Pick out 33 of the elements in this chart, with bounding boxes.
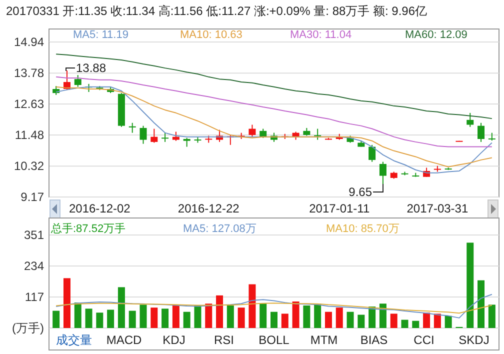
y-tick-label: 351 <box>24 228 44 242</box>
x-tick-label: 2016-12-22 <box>178 202 240 216</box>
text: KDJ <box>162 333 186 347</box>
x-tick-label: 2017-03-31 <box>406 202 468 216</box>
y-tick-label: 234 <box>24 258 44 273</box>
text: MA60: 12.09 <box>405 29 468 41</box>
text: BIAS <box>360 333 388 347</box>
text: SKDJ <box>458 333 490 347</box>
y-tick-label: 9.17 <box>20 190 44 204</box>
y-tick-label: 11.48 <box>14 128 44 142</box>
text: MA10: 85.70万 <box>326 223 400 235</box>
text: 总手:87.52万手 <box>50 222 126 235</box>
y-tick-label: 14.94 <box>14 34 44 49</box>
y-tick-label: 10.32 <box>14 158 44 173</box>
y-tick-label: 13.78 <box>14 66 44 80</box>
text: RSI <box>214 333 234 347</box>
text: 成交量 <box>56 333 92 347</box>
annotation: 9.65 <box>348 185 372 199</box>
text: MA30: 11.04 <box>290 29 352 41</box>
y-tick-label: 117 <box>24 290 44 304</box>
x-tick-label: 2017-01-11 <box>309 202 370 216</box>
text: MA10: 10.63 <box>180 29 242 41</box>
text: CCI <box>414 333 434 347</box>
annotation: 13.88 <box>76 61 106 75</box>
x-tick-label: 2016-12-02 <box>68 202 131 216</box>
y-tick-label: (万手) <box>12 320 44 335</box>
chart-title: 20170331 开:11.35 收:11.34 高:11.56 低:11.27 涨:+0.09% 量: 88万手 额: 9.96亿 <box>6 4 428 18</box>
y-tick-label: 12.63 <box>14 96 44 111</box>
text: MACD <box>106 333 142 347</box>
text: BOLL <box>258 333 290 347</box>
text: MA5: 127.08万 <box>183 223 256 235</box>
text: MTM <box>310 333 338 347</box>
text: MA5: 11.19 <box>73 29 128 41</box>
